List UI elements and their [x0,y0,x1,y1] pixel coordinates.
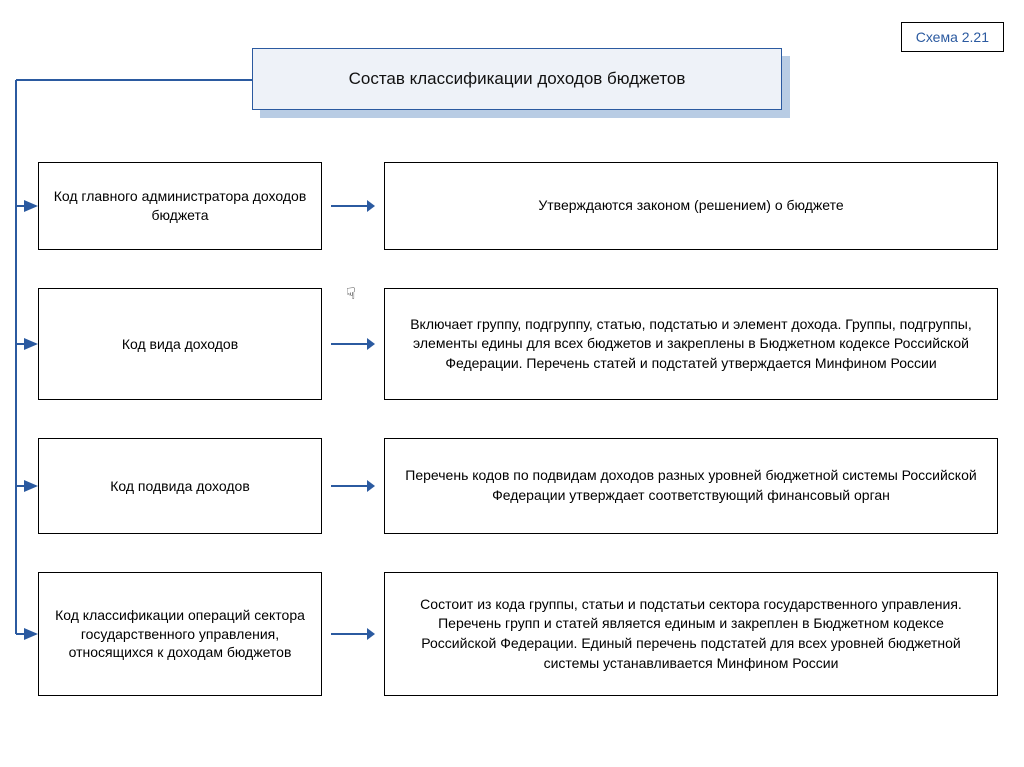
title-box: Состав классификации доходов бюджетов [252,48,782,110]
arrow-right-icon [329,625,377,643]
row-2: Код вида доходов Включает группу, подгру… [38,288,998,400]
scheme-label-text: Схема 2.21 [916,29,989,45]
row-3-left-text: Код подвида доходов [110,477,250,496]
row-2-right-box: Включает группу, подгруппу, статью, подс… [384,288,998,400]
row-2-right-text: Включает группу, подгруппу, статью, подс… [403,315,979,374]
cursor-icon: ☟ [346,284,356,304]
row-3-arrow [322,438,384,534]
row-1-right-box: Утверждаются законом (решением) о бюджет… [384,162,998,250]
row-4-right-box: Состоит из кода группы, статьи и подстат… [384,572,998,696]
row-1-right-text: Утверждаются законом (решением) о бюджет… [538,196,843,216]
title-text: Состав классификации доходов бюджетов [349,69,686,89]
row-4: Код классификации операций сектора госуд… [38,572,998,696]
row-4-right-text: Состоит из кода группы, статьи и подстат… [403,595,979,673]
row-2-arrow [322,288,384,400]
row-4-left-box: Код классификации операций сектора госуд… [38,572,322,696]
row-4-arrow [322,572,384,696]
row-1-left-box: Код главного администратора доходов бюдж… [38,162,322,250]
row-3-left-box: Код подвида доходов [38,438,322,534]
row-2-left-text: Код вида доходов [122,335,238,354]
title-block: Состав классификации доходов бюджетов [252,48,782,110]
scheme-label: Схема 2.21 [901,22,1004,52]
row-4-left-text: Код классификации операций сектора госуд… [53,606,307,663]
row-3-right-box: Перечень кодов по подвидам доходов разны… [384,438,998,534]
arrow-right-icon [329,335,377,353]
arrow-right-icon [329,197,377,215]
row-1-left-text: Код главного администратора доходов бюдж… [53,187,307,225]
row-3: Код подвида доходов Перечень кодов по по… [38,438,998,534]
row-3-right-text: Перечень кодов по подвидам доходов разны… [403,466,979,505]
diagram-root: Схема 2.21 Состав классификации доходов … [0,0,1024,767]
arrow-right-icon [329,477,377,495]
row-2-left-box: Код вида доходов [38,288,322,400]
row-1: Код главного администратора доходов бюдж… [38,162,998,250]
row-1-arrow [322,162,384,250]
